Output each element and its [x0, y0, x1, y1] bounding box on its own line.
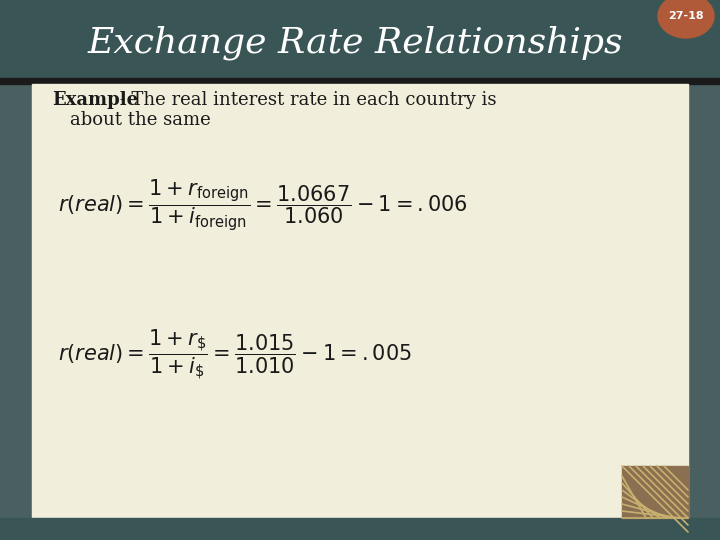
Text: Exchange Rate Relationships: Exchange Rate Relationships — [87, 26, 623, 60]
Text: 27-18: 27-18 — [668, 11, 704, 21]
Bar — [0, 518, 720, 540]
Text: - The real interest rate in each country is: - The real interest rate in each country… — [114, 91, 497, 109]
Ellipse shape — [658, 0, 714, 38]
Bar — [0, 0, 720, 78]
Text: Example: Example — [52, 91, 138, 109]
Text: about the same: about the same — [70, 111, 211, 129]
Bar — [0, 78, 720, 84]
Bar — [622, 466, 688, 518]
Text: $r(real) = \dfrac{1+r_{\rm foreign}}{1+i_{\rm foreign}}= \dfrac{1.0667}{1.060} -: $r(real) = \dfrac{1+r_{\rm foreign}}{1+i… — [58, 177, 468, 233]
Text: $r(real) = \dfrac{1+r_{\$}}{1+i_{\$}}= \dfrac{1.015}{1.010} - 1 = .005$: $r(real) = \dfrac{1+r_{\$}}{1+i_{\$}}= \… — [58, 328, 412, 382]
Bar — [32, 84, 688, 518]
